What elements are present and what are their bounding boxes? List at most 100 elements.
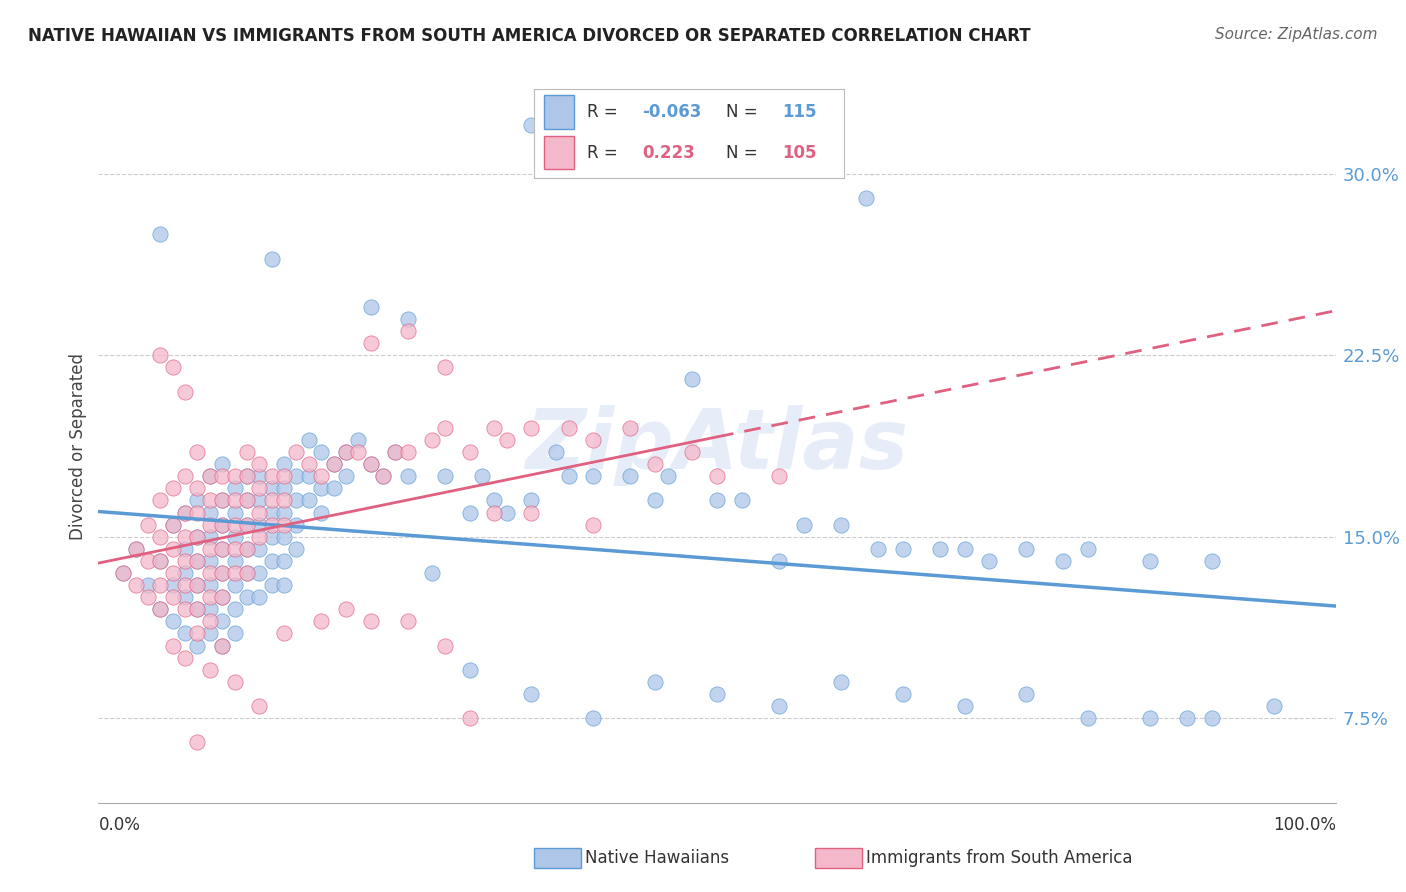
Point — [433, 421, 456, 435]
Point — [360, 457, 382, 471]
Point — [174, 602, 197, 616]
Point — [422, 566, 444, 580]
Point — [273, 481, 295, 495]
Point — [644, 457, 666, 471]
Point — [309, 506, 332, 520]
Point — [1139, 711, 1161, 725]
Point — [247, 566, 270, 580]
Point — [174, 578, 197, 592]
Point — [347, 445, 370, 459]
Point — [285, 445, 308, 459]
Point — [236, 541, 259, 556]
Point — [136, 590, 159, 604]
Point — [186, 626, 208, 640]
Point — [768, 554, 790, 568]
Point — [706, 469, 728, 483]
Point — [273, 530, 295, 544]
Point — [681, 445, 703, 459]
Point — [162, 615, 184, 629]
Text: 0.223: 0.223 — [643, 144, 696, 161]
Point — [273, 469, 295, 483]
Point — [211, 541, 233, 556]
Point — [211, 615, 233, 629]
Point — [236, 469, 259, 483]
Point — [224, 566, 246, 580]
Point — [298, 433, 321, 447]
Point — [371, 469, 394, 483]
Point — [211, 493, 233, 508]
Point — [174, 554, 197, 568]
Point — [396, 445, 419, 459]
Point — [520, 493, 543, 508]
Point — [247, 469, 270, 483]
Point — [1052, 554, 1074, 568]
Y-axis label: Divorced or Separated: Divorced or Separated — [69, 352, 87, 540]
Point — [211, 639, 233, 653]
Point — [953, 541, 976, 556]
Point — [174, 469, 197, 483]
Point — [211, 469, 233, 483]
Point — [360, 300, 382, 314]
Point — [211, 566, 233, 580]
Point — [273, 493, 295, 508]
Text: N =: N = — [725, 144, 758, 161]
Point — [236, 566, 259, 580]
Point — [247, 517, 270, 532]
Point — [458, 711, 481, 725]
Point — [149, 227, 172, 242]
Point — [371, 469, 394, 483]
Point — [335, 469, 357, 483]
Point — [322, 457, 344, 471]
Point — [681, 372, 703, 386]
Point — [174, 590, 197, 604]
Text: Immigrants from South America: Immigrants from South America — [866, 849, 1133, 867]
Point — [211, 517, 233, 532]
Point — [396, 324, 419, 338]
Point — [520, 421, 543, 435]
Point — [136, 554, 159, 568]
Point — [236, 517, 259, 532]
Point — [224, 554, 246, 568]
Text: -0.063: -0.063 — [643, 103, 702, 121]
Point — [224, 626, 246, 640]
Point — [174, 566, 197, 580]
Point — [855, 191, 877, 205]
Text: 105: 105 — [782, 144, 817, 161]
Text: NATIVE HAWAIIAN VS IMMIGRANTS FROM SOUTH AMERICA DIVORCED OR SEPARATED CORRELATI: NATIVE HAWAIIAN VS IMMIGRANTS FROM SOUTH… — [28, 27, 1031, 45]
Point — [236, 590, 259, 604]
Point — [211, 639, 233, 653]
Point — [273, 517, 295, 532]
Point — [520, 687, 543, 701]
Point — [285, 493, 308, 508]
Text: 0.0%: 0.0% — [98, 816, 141, 834]
Point — [211, 457, 233, 471]
Point — [112, 566, 135, 580]
Point — [520, 119, 543, 133]
Point — [557, 421, 579, 435]
Point — [174, 650, 197, 665]
Point — [186, 530, 208, 544]
Point — [198, 493, 221, 508]
Point — [186, 578, 208, 592]
Point — [162, 517, 184, 532]
Point — [124, 541, 146, 556]
Point — [124, 578, 146, 592]
Point — [198, 469, 221, 483]
Point — [186, 481, 208, 495]
Point — [174, 541, 197, 556]
Point — [186, 602, 208, 616]
Point — [260, 554, 283, 568]
Point — [136, 578, 159, 592]
Point — [1015, 541, 1038, 556]
Point — [186, 578, 208, 592]
Point — [273, 626, 295, 640]
Point — [162, 481, 184, 495]
Point — [484, 506, 506, 520]
Point — [186, 530, 208, 544]
Point — [260, 481, 283, 495]
Point — [322, 457, 344, 471]
Point — [1015, 687, 1038, 701]
Point — [260, 506, 283, 520]
Point — [236, 493, 259, 508]
Point — [247, 699, 270, 714]
